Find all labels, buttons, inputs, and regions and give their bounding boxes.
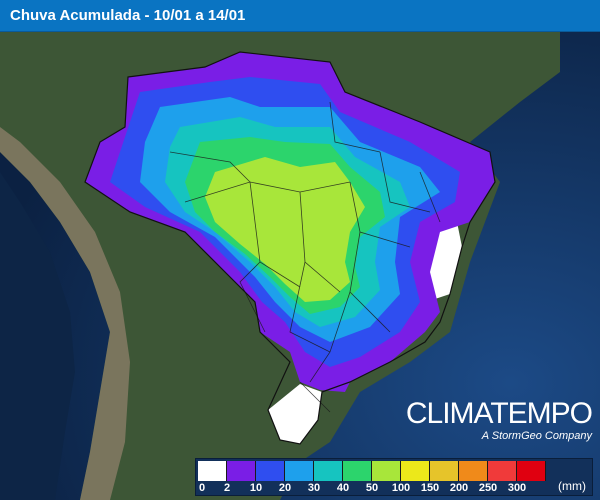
legend-swatch-200 [459,461,488,481]
rain-legend: 0 2 10 20 30 40 50 100 150 200 250 300 (mm) [195,458,593,496]
legend-tick-40: 40 [336,482,350,494]
legend-tick-2: 2 [223,482,231,494]
legend-tick-200: 200 [449,482,469,494]
legend-tick-50: 50 [365,482,379,494]
legend-tick-30: 30 [307,482,321,494]
legend-tick-150: 150 [420,482,440,494]
legend-swatch-20 [285,461,314,481]
brand-name: CLIMATEMPO [405,397,593,430]
state-borders [169,101,441,413]
andes-region [0,127,130,500]
legend-swatch-40 [343,461,372,481]
legend-tick-100: 100 [391,482,411,494]
legend-tick-0: 0 [198,482,206,494]
map-title: Chuva Acumulada - 10/01 a 14/01 [10,7,246,24]
legend-unit: (mm) [558,479,586,493]
rain-zone-50mm [205,157,365,302]
legend-swatch-150 [430,461,459,481]
climatempo-logo: CLIMATEMPO A StormGeo Company [405,397,593,443]
legend-tick-20: 20 [278,482,292,494]
legend-tick-250: 250 [478,482,498,494]
legend-swatch-2 [227,461,256,481]
legend-swatch-10 [256,461,285,481]
brazil-border [84,51,496,445]
legend-swatch-300 [517,461,546,481]
legend-swatch-0 [198,461,227,481]
legend-swatch-100 [401,461,430,481]
legend-swatches [198,461,546,481]
legend-swatch-30 [314,461,343,481]
rain-zone-0mm-south [268,384,322,444]
pacific-ocean [0,172,75,500]
legend-tick-300: 300 [507,482,527,494]
legend-labels: 0 2 10 20 30 40 50 100 150 200 250 300 [196,482,594,496]
legend-tick-10: 10 [249,482,263,494]
brand-tagline: A StormGeo Company [481,430,592,442]
title-bar: Chuva Acumulada - 10/01 a 14/01 [0,0,600,32]
legend-swatch-250 [488,461,517,481]
rainfall-map[interactable] [0,32,600,500]
legend-swatch-50 [372,461,401,481]
